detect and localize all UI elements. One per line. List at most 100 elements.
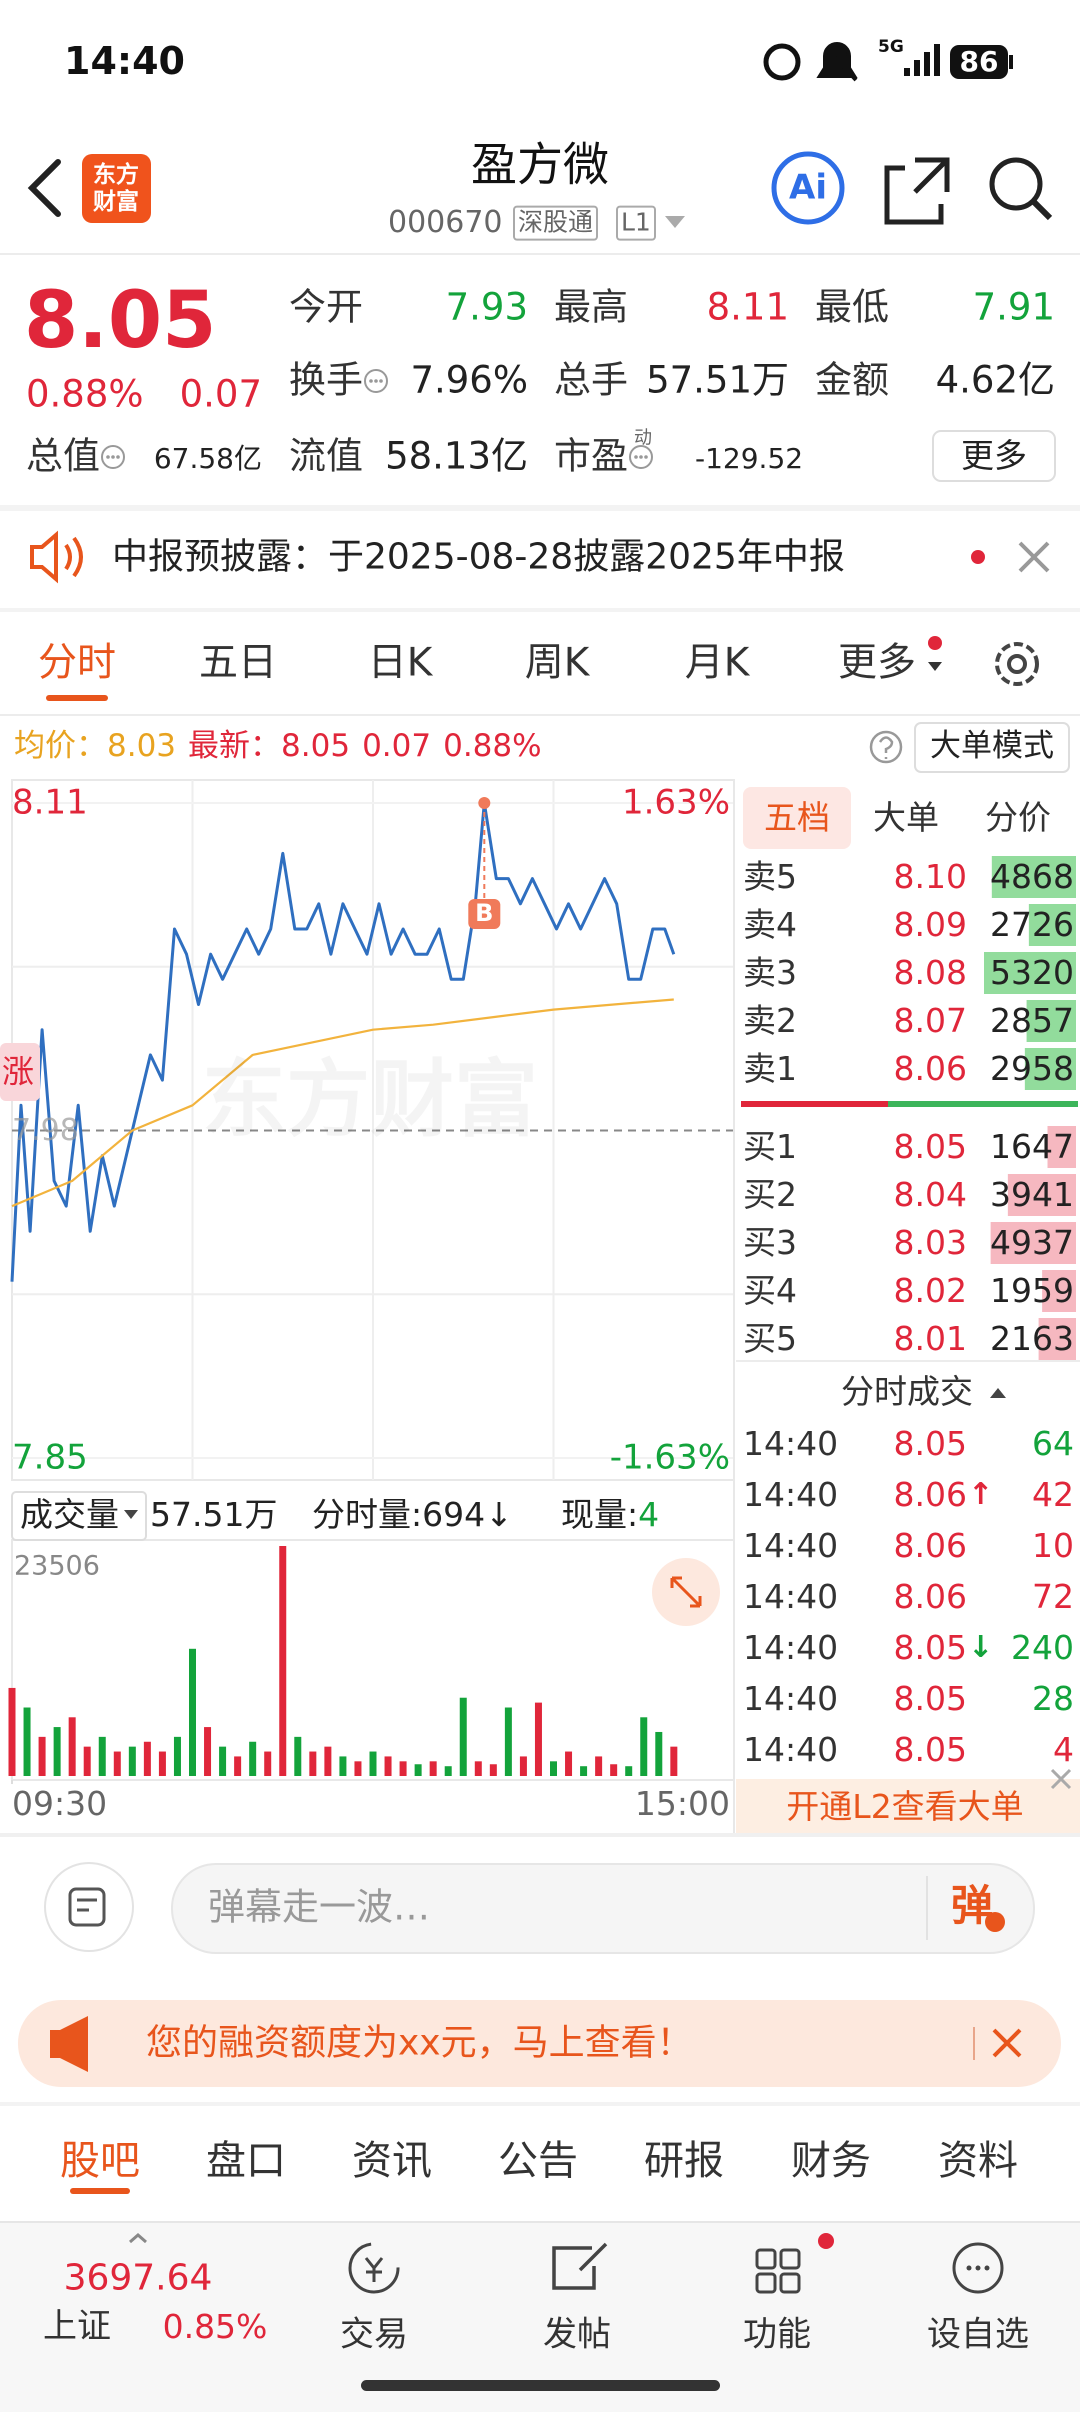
promo-close[interactable] xyxy=(992,2028,1022,2058)
content-tab[interactable]: 资讯 xyxy=(352,2138,432,2184)
volume-bar xyxy=(550,1761,557,1776)
field-value: 7.96% xyxy=(410,358,528,402)
danmaku-button[interactable]: 弹 xyxy=(950,1880,994,1930)
depth-bar xyxy=(1007,1174,1076,1216)
index-value[interactable]: 3697.64 xyxy=(63,2257,213,2299)
last-price: 8.05 xyxy=(24,276,217,367)
chart-tab[interactable]: 五日 xyxy=(198,640,278,686)
tab-dot xyxy=(928,636,942,650)
volume-bar xyxy=(219,1746,227,1776)
book-volume: 4868 xyxy=(990,857,1074,897)
book-tab[interactable]: 分价 xyxy=(985,798,1051,838)
l2-close[interactable] xyxy=(1050,1768,1072,1790)
back-button[interactable] xyxy=(27,159,61,217)
logo-text: 财富 xyxy=(93,188,139,215)
ai-label[interactable]: Ai xyxy=(789,167,827,208)
danmaku-settings[interactable] xyxy=(44,1862,134,1952)
alarm-icon xyxy=(763,43,801,81)
trade-time: 14:40 xyxy=(743,1526,839,1566)
more-label[interactable]: 更多 xyxy=(961,436,1027,476)
settings-button[interactable] xyxy=(995,642,1039,686)
chart-tab[interactable]: 分时 xyxy=(37,640,117,686)
book-tab[interactable]: 大单 xyxy=(873,798,939,838)
avg-label: 均价： xyxy=(14,728,107,765)
field-label: 金额 xyxy=(815,358,889,402)
section-gap xyxy=(0,2102,1080,2106)
volume-bar xyxy=(534,1702,542,1776)
avg-value: 8.03 xyxy=(107,728,177,765)
chart-tab[interactable]: 更多 xyxy=(837,640,917,686)
comment-placeholder[interactable]: 弹幕走一波… xyxy=(208,1885,430,1929)
mode-button[interactable] xyxy=(914,722,1070,773)
book-price: 8.06 xyxy=(893,1049,967,1089)
share-button[interactable] xyxy=(884,157,950,225)
info-icon-dot xyxy=(379,379,383,383)
home-indicator xyxy=(361,2380,720,2391)
stock-name: 盈方微 xyxy=(471,137,609,192)
danmaku-icon xyxy=(68,1887,106,1927)
trades-title: 分时成交 xyxy=(841,1372,973,1412)
volume-bar xyxy=(354,1761,362,1776)
volume-bar xyxy=(625,1766,633,1776)
danmaku-icon-lines xyxy=(77,1898,97,1912)
search-button[interactable] xyxy=(989,157,1043,211)
volume-bar xyxy=(474,1761,482,1776)
section-gap xyxy=(0,505,1080,511)
nav-item[interactable]: 交易 xyxy=(340,2314,408,2355)
volume-bar xyxy=(83,1746,91,1776)
badge: 深股通 xyxy=(513,205,599,241)
more-button[interactable] xyxy=(932,430,1056,482)
index-change: 0.85% xyxy=(162,2307,268,2347)
volume-bar xyxy=(369,1751,377,1776)
field-value: 57.51万 xyxy=(646,358,789,402)
volume-bar xyxy=(68,1717,76,1776)
chart-tab[interactable]: 周K xyxy=(524,640,590,686)
nav-fav-icon xyxy=(952,2242,1004,2294)
field-label: 总值 xyxy=(26,434,100,478)
dropdown-arrow xyxy=(665,216,685,228)
promo-text[interactable]: 您的融资额度为xx元，马上查看！ xyxy=(146,2022,693,2064)
mode-label[interactable]: 大单模式 xyxy=(930,728,1054,765)
content-tab[interactable]: 公告 xyxy=(498,2138,578,2184)
content-tab[interactable]: 财务 xyxy=(791,2138,871,2184)
volume-selector[interactable] xyxy=(11,1491,147,1541)
book-volume: 4937 xyxy=(990,1223,1074,1263)
book-volume: 2857 xyxy=(990,1001,1074,1041)
l2-banner[interactable]: 开通L2查看大单 xyxy=(786,1787,1024,1827)
marker-dot xyxy=(478,797,491,809)
nav-trade-yen xyxy=(364,2257,384,2282)
content-tab[interactable]: 盘口 xyxy=(206,2138,286,2184)
promo-icon xyxy=(50,2016,88,2072)
nav-item[interactable]: 设自选 xyxy=(927,2314,1029,2355)
chart-tab[interactable]: 日K xyxy=(367,640,433,686)
signal-bar xyxy=(914,60,920,76)
book-price: 8.02 xyxy=(893,1271,967,1311)
last-label: 最新： xyxy=(188,728,282,765)
volume-bar xyxy=(143,1741,151,1776)
nav-item[interactable]: 发帖 xyxy=(543,2314,611,2355)
trade-volume: 28 xyxy=(1032,1679,1074,1719)
depth-bar xyxy=(1024,1048,1076,1090)
book-tab[interactable]: 五档 xyxy=(764,798,830,838)
trade-price: 8.06 xyxy=(893,1526,967,1566)
volume-bar xyxy=(670,1746,678,1776)
volume-label[interactable]: 成交量 xyxy=(20,1495,119,1535)
comment-input[interactable] xyxy=(171,1863,1035,1954)
notice-close[interactable] xyxy=(1018,541,1050,573)
y-tick-label: 8.11 xyxy=(12,782,88,823)
content-tab[interactable]: 股吧 xyxy=(60,2138,140,2184)
last-value: 8.05 xyxy=(281,728,351,765)
volume-bar xyxy=(414,1764,422,1776)
ai-button[interactable] xyxy=(771,151,845,225)
chart-tab[interactable]: 月K xyxy=(684,640,750,686)
book-price: 8.07 xyxy=(893,1001,967,1041)
battery-level: 86 xyxy=(959,44,999,78)
notice-text[interactable]: 中报预披露：于2025-08-28披露2025年中报 xyxy=(112,536,845,578)
content-tab[interactable]: 资料 xyxy=(938,2138,1018,2184)
x-tick-label: 15:00 xyxy=(634,1784,730,1824)
nav-item[interactable]: 功能 xyxy=(743,2314,811,2355)
trade-time: 14:40 xyxy=(743,1730,839,1770)
nav-fav-dot xyxy=(984,2265,990,2271)
info-line: 均价：8.03 最新：8.05 0.07 0.88% xyxy=(14,728,542,765)
content-tab[interactable]: 研报 xyxy=(644,2138,724,2184)
